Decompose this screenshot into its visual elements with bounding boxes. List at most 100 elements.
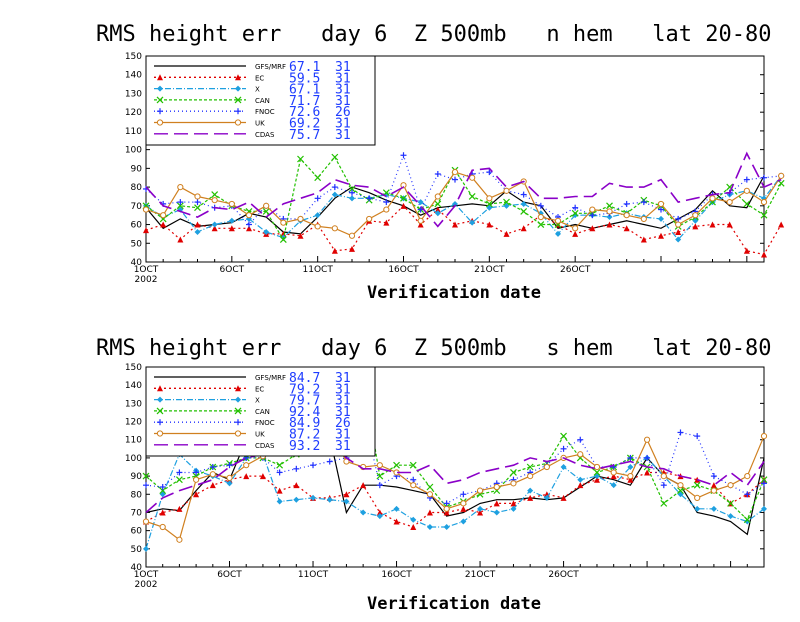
legend-count: 31 [335,117,351,132]
legend-mean: 84.9 [289,416,320,431]
data-point [743,187,750,194]
data-point [194,221,201,228]
data-point [331,184,338,191]
legend-mean: 93.2 [289,439,320,454]
data-point [226,480,233,487]
series-line [145,151,782,228]
data-point [693,481,701,489]
legend-mean: 75.7 [289,128,320,143]
y-tick-label: 90 [131,164,143,174]
data-point [259,473,266,480]
plot-frame [145,366,765,568]
data-point [451,169,459,176]
data-point [142,206,150,213]
data-point [658,232,664,239]
data-point [228,200,235,208]
x-axis-label: Verification date [367,283,541,303]
data-point [410,476,417,483]
data-point [156,119,164,126]
data-point [627,454,634,461]
data-point [228,225,235,232]
data-point [709,221,716,228]
data-point [761,251,767,258]
data-point [211,191,219,199]
data-point [331,153,339,161]
data-point [760,432,768,440]
data-point [211,225,218,232]
data-point [710,487,717,494]
series-line [145,453,765,549]
x-tick-label: 6OCT [217,570,242,580]
legend-label: CDAS [255,131,275,139]
legend-entry: X 79.7 31 [154,394,351,409]
data-point [383,206,390,213]
legend-mean: 59.5 [289,71,320,86]
data-point [176,536,183,543]
data-point [276,498,283,505]
y-tick-label: 50 [131,239,143,249]
data-point [709,195,716,202]
data-point [675,236,682,243]
data-point [410,524,417,530]
data-point [235,385,241,392]
series-line [145,429,765,541]
y-tick-label: 140 [125,71,142,81]
x-tick-label: 6OCT [220,265,245,275]
data-point [193,476,200,483]
data-point [694,494,701,502]
legend-mean: 79.2 [289,382,320,397]
data-point [156,430,164,437]
data-point [589,212,596,219]
legend-count: 31 [335,382,351,397]
data-point [226,462,233,469]
data-point [606,202,613,210]
data-point [293,482,300,489]
legend-count: 31 [335,428,351,443]
data-point [726,198,733,206]
data-point [644,469,651,476]
data-point [606,214,613,221]
data-point [623,212,630,219]
series-fnoc [143,152,785,228]
data-point [572,230,579,237]
data-point [157,74,163,81]
data-point [760,211,768,219]
data-point [235,419,241,426]
data-point [235,85,241,92]
data-point [443,505,450,512]
legend-label: CAN [255,408,270,416]
x-tick-label: 1OCT [134,265,159,275]
data-point [485,200,493,208]
legend-mean: 87.2 [289,428,320,443]
data-point [627,476,634,483]
legend-label: X [255,86,260,94]
data-point [376,462,383,469]
x-tick-label: 16OCT [381,570,412,580]
data-point [510,480,517,487]
data-point [627,472,634,480]
legend-label: CAN [255,97,270,105]
data-point [177,199,184,206]
y-tick-label: 70 [131,508,143,518]
data-point [393,461,400,469]
data-point [469,219,476,226]
y-tick-label: 130 [125,89,142,99]
data-point [343,458,350,465]
data-point [560,432,567,440]
data-point [314,195,321,202]
data-point [235,396,241,403]
data-point [640,236,647,243]
series-cdas [145,151,782,228]
data-point [743,200,751,208]
legend-mean: 84.7 [289,371,320,386]
data-point [778,172,785,179]
data-point [589,225,596,232]
data-point [443,500,450,507]
y-tick-label: 120 [125,418,142,428]
y-tick-label: 60 [131,221,143,231]
data-point [527,494,534,501]
data-point [443,509,450,516]
legend-label: EC [255,385,264,393]
data-point [610,469,617,476]
